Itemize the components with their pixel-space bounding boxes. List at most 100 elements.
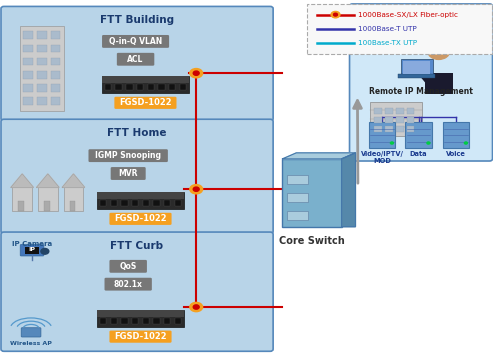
FancyBboxPatch shape <box>287 211 308 220</box>
Text: Data: Data <box>410 151 427 157</box>
FancyBboxPatch shape <box>407 108 414 114</box>
FancyBboxPatch shape <box>169 84 176 90</box>
Circle shape <box>190 302 203 312</box>
Text: ACL: ACL <box>127 55 144 64</box>
Text: FGSD-1022: FGSD-1022 <box>114 214 167 223</box>
FancyBboxPatch shape <box>164 200 171 206</box>
FancyBboxPatch shape <box>109 260 147 273</box>
Circle shape <box>193 71 199 75</box>
Polygon shape <box>421 74 429 86</box>
Text: Remote IP Management: Remote IP Management <box>369 87 473 96</box>
FancyBboxPatch shape <box>97 310 183 327</box>
FancyBboxPatch shape <box>51 31 60 39</box>
FancyBboxPatch shape <box>103 76 188 93</box>
FancyBboxPatch shape <box>97 192 183 209</box>
FancyBboxPatch shape <box>97 310 183 317</box>
FancyBboxPatch shape <box>175 318 181 324</box>
FancyBboxPatch shape <box>1 119 273 233</box>
FancyBboxPatch shape <box>121 200 128 206</box>
FancyBboxPatch shape <box>405 122 432 148</box>
Text: FTT Curb: FTT Curb <box>110 241 164 251</box>
FancyBboxPatch shape <box>37 31 47 39</box>
FancyBboxPatch shape <box>51 45 60 52</box>
FancyBboxPatch shape <box>64 187 83 211</box>
Text: 1000Base-T UTP: 1000Base-T UTP <box>358 26 417 31</box>
FancyBboxPatch shape <box>51 84 60 92</box>
FancyBboxPatch shape <box>110 318 117 324</box>
Circle shape <box>190 69 203 78</box>
FancyBboxPatch shape <box>51 97 60 105</box>
FancyBboxPatch shape <box>105 84 111 90</box>
FancyBboxPatch shape <box>105 278 152 291</box>
FancyBboxPatch shape <box>37 58 47 65</box>
FancyBboxPatch shape <box>398 74 435 77</box>
Polygon shape <box>342 153 355 227</box>
FancyBboxPatch shape <box>102 35 169 48</box>
FancyBboxPatch shape <box>287 175 308 184</box>
Circle shape <box>193 305 199 309</box>
FancyBboxPatch shape <box>158 84 165 90</box>
FancyBboxPatch shape <box>126 84 133 90</box>
FancyBboxPatch shape <box>44 201 50 211</box>
FancyBboxPatch shape <box>132 318 139 324</box>
Circle shape <box>464 142 467 144</box>
FancyBboxPatch shape <box>117 53 154 66</box>
FancyBboxPatch shape <box>100 200 106 206</box>
Polygon shape <box>11 174 34 187</box>
FancyBboxPatch shape <box>385 108 392 114</box>
FancyBboxPatch shape <box>374 126 382 132</box>
FancyBboxPatch shape <box>164 318 171 324</box>
FancyBboxPatch shape <box>109 213 172 225</box>
FancyBboxPatch shape <box>287 193 308 202</box>
Polygon shape <box>62 174 85 187</box>
FancyBboxPatch shape <box>385 126 392 132</box>
Circle shape <box>333 13 337 16</box>
FancyBboxPatch shape <box>38 187 58 211</box>
Polygon shape <box>36 174 59 187</box>
FancyBboxPatch shape <box>24 71 33 79</box>
Circle shape <box>331 11 340 18</box>
FancyBboxPatch shape <box>18 201 24 211</box>
FancyBboxPatch shape <box>110 200 117 206</box>
FancyBboxPatch shape <box>175 200 181 206</box>
FancyBboxPatch shape <box>153 200 160 206</box>
FancyBboxPatch shape <box>37 71 47 79</box>
FancyBboxPatch shape <box>20 245 44 256</box>
Circle shape <box>190 185 203 194</box>
Circle shape <box>427 142 430 144</box>
FancyBboxPatch shape <box>1 6 273 121</box>
FancyBboxPatch shape <box>12 187 32 211</box>
FancyBboxPatch shape <box>350 4 493 161</box>
FancyBboxPatch shape <box>396 117 403 123</box>
FancyBboxPatch shape <box>110 167 146 180</box>
Text: Wireless AP: Wireless AP <box>10 341 52 346</box>
FancyBboxPatch shape <box>370 102 422 136</box>
FancyBboxPatch shape <box>109 331 172 343</box>
FancyBboxPatch shape <box>153 318 160 324</box>
Text: Core Switch: Core Switch <box>279 236 345 246</box>
FancyBboxPatch shape <box>142 318 149 324</box>
FancyBboxPatch shape <box>282 159 342 227</box>
FancyBboxPatch shape <box>137 84 143 90</box>
FancyBboxPatch shape <box>24 97 33 105</box>
Circle shape <box>193 187 199 191</box>
FancyBboxPatch shape <box>132 200 139 206</box>
Text: MVR: MVR <box>118 169 138 178</box>
Text: Voice: Voice <box>446 151 466 157</box>
FancyBboxPatch shape <box>114 97 176 109</box>
FancyBboxPatch shape <box>21 328 41 337</box>
FancyBboxPatch shape <box>51 71 60 79</box>
Text: Video/IPTV/
MOD: Video/IPTV/ MOD <box>361 151 403 164</box>
FancyBboxPatch shape <box>147 84 154 90</box>
FancyBboxPatch shape <box>307 4 492 54</box>
FancyBboxPatch shape <box>37 45 47 52</box>
Circle shape <box>41 248 49 254</box>
FancyBboxPatch shape <box>24 45 33 52</box>
FancyBboxPatch shape <box>401 59 433 76</box>
FancyBboxPatch shape <box>121 318 128 324</box>
Text: 1000Base-SX/LX Fiber-optic: 1000Base-SX/LX Fiber-optic <box>358 12 458 17</box>
Text: 100Base-TX UTP: 100Base-TX UTP <box>358 40 417 46</box>
Text: Q-in-Q VLAN: Q-in-Q VLAN <box>109 37 162 46</box>
FancyBboxPatch shape <box>24 31 33 39</box>
Text: IP Camera: IP Camera <box>12 241 52 247</box>
